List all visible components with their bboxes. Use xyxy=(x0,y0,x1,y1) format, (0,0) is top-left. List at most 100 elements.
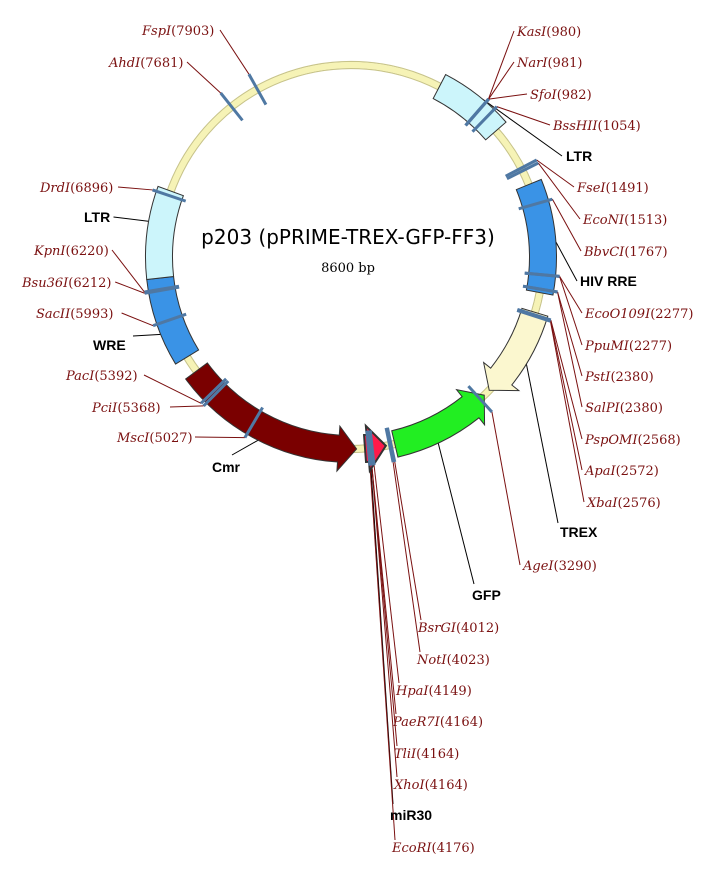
site-tick-ppumi xyxy=(524,271,560,278)
enzyme-position: (5027) xyxy=(149,431,192,446)
enzyme-label-msci: MscI(5027) xyxy=(116,431,193,446)
enzyme-name: AgeI xyxy=(522,559,554,574)
enzyme-position: (4164) xyxy=(425,778,468,793)
enzyme-leader-line xyxy=(537,162,581,220)
enzyme-name: HpaI xyxy=(395,684,429,699)
enzyme-label-xbai: XbaI(2576) xyxy=(586,496,661,511)
enzyme-name: PciI xyxy=(91,401,118,416)
enzyme-leader-line xyxy=(557,291,583,377)
enzyme-label-bsu36i: Bsu36I(6212) xyxy=(21,276,112,291)
feature-label-mir30: miR30 xyxy=(390,807,432,823)
plasmid-size: 8600 bp xyxy=(321,261,375,276)
labels: LTR HIV RRE TREX GFP miR30 Cmr WRE LTR KasI(980)… xyxy=(21,24,693,856)
enzyme-position: (7903) xyxy=(171,24,214,39)
enzyme-name: DrdI xyxy=(39,181,71,196)
enzyme-position: (2380) xyxy=(610,370,653,385)
enzyme-name: SalPI xyxy=(585,401,621,416)
enzyme-label-salpi: SalPI(2380) xyxy=(585,401,663,416)
site-tick-noti xyxy=(384,427,395,463)
site-tick-econi xyxy=(506,161,539,181)
enzyme-label-bsshii: BssHII(1054) xyxy=(552,119,641,134)
enzyme-name: SacII xyxy=(36,307,71,322)
enzyme-leader-line xyxy=(369,465,396,841)
feature-label-ltr: LTR xyxy=(84,209,110,225)
enzyme-label-xhoi: XhoI(4164) xyxy=(393,778,468,793)
enzyme-position: (3290) xyxy=(554,559,597,574)
feature-leader-line xyxy=(555,241,578,282)
enzyme-leader-line xyxy=(491,411,521,566)
enzyme-label-nari: NarI(981) xyxy=(516,56,582,71)
feature-ltr-7 xyxy=(145,185,185,281)
feature-label-gfp: GFP xyxy=(472,587,501,603)
feature-label-wre: WRE xyxy=(93,337,126,353)
enzyme-position: (6220) xyxy=(66,244,109,259)
site-tick-drdi xyxy=(152,188,187,203)
site-tick-agei xyxy=(467,385,494,414)
site-ticks xyxy=(144,73,560,466)
enzyme-leader-line xyxy=(496,106,551,126)
enzyme-label-bsrgi: BsrGI(4012) xyxy=(417,621,499,636)
enzyme-label-sfoi: SfoI(982) xyxy=(530,88,592,103)
enzyme-position: (1054) xyxy=(598,119,641,134)
enzyme-label-agei: AgeI(3290) xyxy=(522,559,597,574)
enzyme-position: (4012) xyxy=(456,621,499,636)
enzyme-position: (4149) xyxy=(429,684,472,699)
enzyme-label-paer7i: PaeR7I(4164) xyxy=(392,715,483,730)
site-tick-bsshii xyxy=(471,105,498,133)
enzyme-leader-line xyxy=(111,249,145,293)
enzyme-leader-line xyxy=(121,312,154,327)
feature-leader-line xyxy=(525,363,559,524)
enzyme-leader-line xyxy=(550,319,583,440)
enzyme-position: (980) xyxy=(546,25,581,40)
feature-gfp-3 xyxy=(391,388,486,458)
feature-label-hiv-rre: HIV RRE xyxy=(580,273,637,289)
feature-hiv-rre-1 xyxy=(515,178,557,296)
enzyme-position: (981) xyxy=(547,56,582,71)
enzyme-label-ecoo109i: EcoO109I(2277) xyxy=(584,307,693,322)
site-tick-kpni xyxy=(144,284,180,294)
enzyme-leader-line xyxy=(536,159,575,188)
enzyme-name: SfoI xyxy=(530,88,558,103)
enzyme-name: PstI xyxy=(584,370,611,385)
site-tick-pcii xyxy=(202,379,230,407)
site-tick-bbvci xyxy=(518,197,553,211)
enzyme-label-ppumi: PpuMI(2277) xyxy=(584,339,672,354)
enzyme-name: BssHII xyxy=(552,119,598,134)
enzyme-position: (1767) xyxy=(624,245,667,260)
enzyme-position: (4023) xyxy=(447,653,490,668)
enzyme-leader-line xyxy=(488,61,515,100)
site-tick-msci xyxy=(243,406,264,439)
enzyme-name: Bsu36I xyxy=(21,276,69,291)
enzyme-name: NarI xyxy=(516,56,548,71)
enzyme-name: FspI xyxy=(141,24,172,39)
enzyme-label-pspomi: PspOMI(2568) xyxy=(584,433,681,448)
enzyme-leader-line xyxy=(559,276,583,346)
site-tick-fsei xyxy=(504,158,538,178)
site-tick-hpai xyxy=(368,430,376,466)
enzyme-position: (4164) xyxy=(416,747,459,762)
enzyme-leader-line xyxy=(549,321,585,503)
enzyme-name: AhdI xyxy=(108,56,141,71)
enzyme-name: PacI xyxy=(65,369,95,384)
enzyme-position: (7681) xyxy=(140,56,183,71)
feature-ltr-0 xyxy=(432,73,507,141)
enzyme-name: FseI xyxy=(576,181,606,196)
feature-label-ltr: LTR xyxy=(566,148,592,164)
enzyme-label-ecori: EcoRI(4176) xyxy=(391,841,475,856)
enzyme-name: TliI xyxy=(394,747,417,762)
enzyme-label-ahdi: AhdI(7681) xyxy=(108,56,183,71)
enzyme-label-sacii: SacII(5993) xyxy=(36,307,113,322)
site-tick-paci xyxy=(199,377,228,405)
enzyme-leader-line xyxy=(488,93,528,100)
enzyme-position: (6896) xyxy=(70,181,113,196)
site-tick-fspi xyxy=(247,73,268,106)
site-tick-ecori xyxy=(365,430,372,466)
enzyme-leader-line xyxy=(557,291,583,408)
enzyme-leader-line xyxy=(117,186,153,191)
enzyme-label-drdi: DrdI(6896) xyxy=(39,181,113,196)
enzyme-position: (1513) xyxy=(624,213,667,228)
enzyme-position: (2572) xyxy=(616,464,659,479)
enzyme-position: (2568) xyxy=(638,433,681,448)
enzyme-label-kasi: KasI(980) xyxy=(516,25,581,40)
feature-label-cmr: Cmr xyxy=(212,459,241,475)
